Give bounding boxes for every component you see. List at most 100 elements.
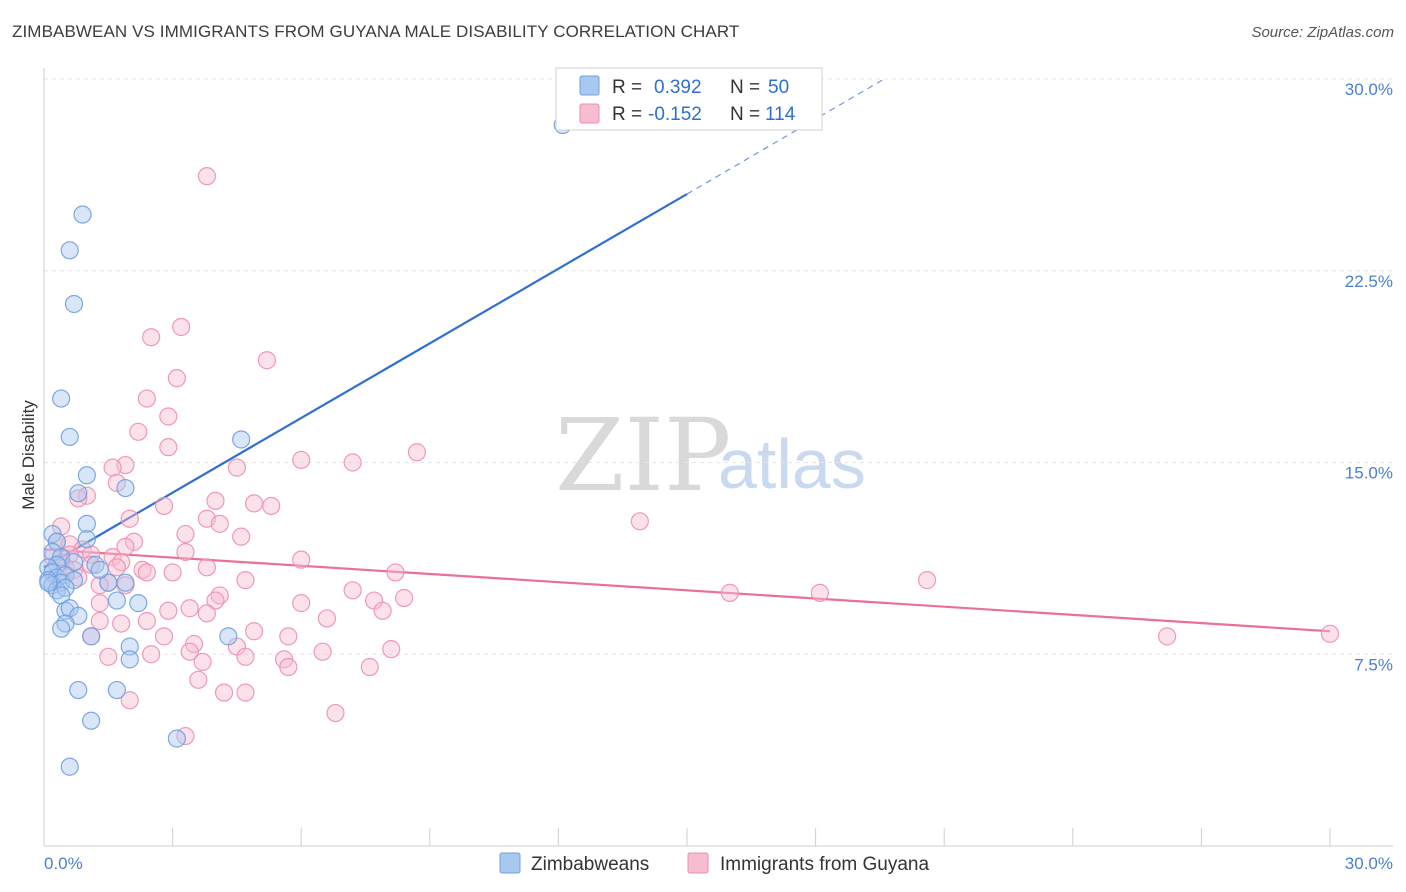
point-guyana — [279, 657, 298, 677]
point-guyana — [193, 652, 212, 672]
trend-line-zimbabweans-extension — [686, 78, 885, 195]
point-guyana — [206, 591, 225, 610]
axes — [43, 68, 1393, 847]
point-guyana — [244, 622, 264, 641]
point-zimbabwean — [77, 466, 96, 485]
bottom-legend: Zimbabweans Immigrants from Guyana — [499, 852, 929, 875]
point-guyana — [382, 640, 401, 659]
point-zimbabwean — [60, 757, 79, 776]
legend-r-label-1: R = — [612, 104, 642, 125]
point-guyana — [154, 627, 174, 646]
point-guyana — [206, 491, 225, 510]
point-zimbabwean — [129, 594, 148, 613]
legend-n-label-1: N = — [730, 104, 760, 125]
bottom-legend-label-guyana: Immigrants from Guyana — [720, 854, 929, 875]
point-guyana — [129, 422, 148, 441]
point-guyana — [197, 604, 216, 623]
point-guyana — [720, 583, 739, 602]
y-axis-label: Male Disability — [19, 400, 38, 510]
point-guyana — [107, 558, 126, 577]
point-guyana — [189, 670, 208, 689]
y-tick-label: 22.5% — [1345, 272, 1393, 291]
point-guyana — [343, 453, 362, 472]
point-zimbabwean — [77, 530, 96, 549]
point-guyana — [137, 389, 156, 408]
legend-r-value-0: 0.392 — [654, 77, 702, 98]
point-guyana — [810, 583, 829, 602]
point-guyana — [137, 611, 156, 631]
point-guyana — [236, 683, 255, 702]
point-guyana — [227, 458, 246, 477]
point-guyana — [317, 609, 337, 628]
point-guyana — [180, 642, 199, 661]
legend-n-value-0: 50 — [768, 77, 789, 98]
grid — [44, 78, 1393, 655]
point-guyana — [124, 532, 144, 551]
point-zimbabwean — [120, 637, 139, 656]
point-guyana — [142, 645, 161, 664]
point-guyana — [386, 563, 405, 582]
y-tick-labels: 7.5% 15.0% 22.5% 30.0% — [1345, 80, 1393, 674]
point-guyana — [292, 550, 311, 569]
point-guyana — [232, 527, 251, 546]
point-guyana — [630, 512, 649, 531]
point-guyana — [262, 496, 281, 516]
point-guyana — [112, 614, 131, 633]
trend-line-zimbabweans — [43, 193, 688, 569]
point-zimbabwean — [52, 389, 71, 408]
point-guyana — [373, 601, 392, 620]
point-guyana — [120, 691, 139, 710]
point-guyana — [360, 657, 379, 677]
source-label: Source: ZipAtlas.com — [1251, 24, 1394, 41]
point-zimbabwean — [232, 430, 251, 449]
point-guyana — [69, 489, 88, 508]
point-guyana — [99, 647, 118, 666]
legend-box: R = 0.392 N = 50 R = -0.152 N = 114 — [555, 67, 823, 131]
legend-n-value-1: 114 — [765, 104, 796, 125]
point-zimbabwean — [116, 478, 135, 498]
point-guyana — [279, 627, 298, 646]
point-zimbabwean — [120, 650, 139, 669]
point-guyana — [154, 496, 174, 516]
point-guyana — [236, 571, 255, 590]
point-guyana — [107, 473, 126, 493]
point-zimbabwean — [52, 619, 71, 638]
point-guyana — [244, 494, 264, 513]
legend-frame — [555, 67, 823, 131]
point-zimbabwean — [39, 573, 58, 592]
point-zimbabwean — [60, 241, 79, 260]
point-guyana — [103, 547, 122, 567]
scatter-points — [39, 115, 1340, 776]
point-zimbabwean — [73, 205, 92, 224]
point-guyana — [163, 563, 182, 582]
point-guyana — [142, 328, 161, 347]
point-guyana — [159, 601, 178, 620]
point-guyana — [197, 558, 216, 577]
y-tick-label: 7.5% — [1354, 655, 1393, 674]
point-zimbabwean — [107, 591, 126, 610]
x-tick-label-min: 0.0% — [44, 854, 83, 873]
y-tick-label: 15.0% — [1345, 464, 1393, 483]
point-zimbabwean — [219, 627, 238, 646]
y-tick-label: 30.0% — [1345, 80, 1393, 99]
point-guyana — [167, 369, 186, 388]
point-guyana — [394, 588, 414, 608]
point-zimbabwean — [69, 484, 88, 503]
bottom-legend-swatch-guyana — [687, 852, 709, 874]
trend-lines — [43, 78, 1331, 633]
point-zimbabwean — [167, 729, 186, 748]
legend-swatch-guyana — [579, 103, 600, 124]
point-guyana — [313, 642, 332, 661]
point-guyana — [197, 167, 216, 186]
point-guyana — [1158, 627, 1177, 646]
point-guyana — [407, 443, 427, 462]
point-guyana — [137, 563, 156, 582]
point-guyana — [120, 509, 139, 528]
point-guyana — [236, 647, 255, 666]
legend-r-value-1: -0.152 — [648, 104, 702, 125]
point-guyana — [172, 317, 191, 337]
point-guyana — [176, 524, 195, 544]
bottom-legend-swatch-zimbabweans — [499, 852, 521, 874]
point-zimbabwean — [90, 560, 109, 579]
legend-swatch-zimbabweans — [579, 75, 600, 96]
